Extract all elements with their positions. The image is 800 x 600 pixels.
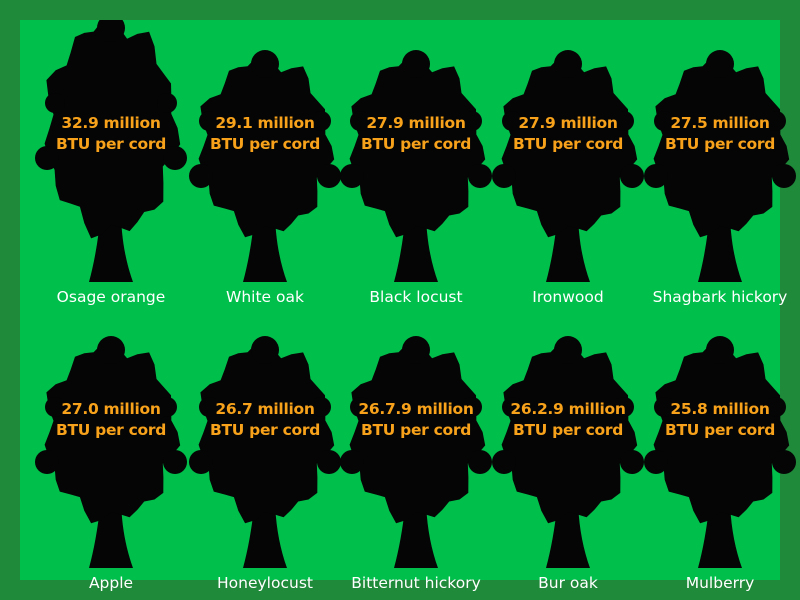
tree-name-label: Mulberry — [685, 574, 755, 592]
chart-panel: 32.9 million BTU per cord Osage orange 29.1… — [20, 20, 796, 592]
tree-item: 27.5 million BTU per cord Shagbark hickory — [644, 20, 796, 306]
btu-unit-text: BTU per cord — [210, 135, 320, 153]
tree-silhouette-icon — [644, 50, 796, 282]
btu-unit-text: BTU per cord — [210, 421, 320, 439]
tree-item: 29.1 million BTU per cord White oak — [189, 20, 341, 306]
btu-value-label: 27.9 million BTU per cord — [340, 113, 492, 155]
btu-value-text: 26.2.9 million — [510, 400, 626, 418]
btu-unit-text: BTU per cord — [56, 135, 166, 153]
btu-value-text: 27.0 million — [61, 400, 161, 418]
btu-value-label: 26.7 million BTU per cord — [189, 399, 341, 441]
tree-silhouette-icon — [492, 336, 644, 568]
tree-name-label: Apple — [88, 574, 134, 592]
tree-name-label: Bitternut hickory — [351, 574, 481, 592]
tree-name-label: Ironwood — [532, 288, 604, 306]
tree-item: 26.2.9 million BTU per cord Bur oak — [492, 306, 644, 592]
tree-silhouette-icon — [340, 50, 492, 282]
btu-value-text: 27.9 million — [366, 114, 466, 132]
tree-item: 25.8 million BTU per cord Mulberry — [644, 306, 796, 592]
tree-item: 27.9 million BTU per cord Black locust — [340, 20, 492, 306]
btu-value-label: 27.0 million BTU per cord — [35, 399, 187, 441]
tree-name-label: Osage orange — [56, 288, 166, 306]
tree-silhouette-icon — [35, 336, 187, 568]
btu-value-text: 27.5 million — [670, 114, 770, 132]
btu-value-text: 25.8 million — [670, 400, 770, 418]
tree-item: 26.7 million BTU per cord Honeylocust — [189, 306, 341, 592]
btu-value-label: 29.1 million BTU per cord — [189, 113, 341, 155]
tree-silhouette-icon — [340, 336, 492, 568]
tree-item: 32.9 million BTU per cord Osage orange — [35, 20, 187, 306]
tree-name-label: Shagbark hickory — [652, 288, 788, 306]
tree-silhouette-icon — [189, 336, 341, 568]
btu-value-label: 26.7.9 million BTU per cord — [340, 399, 492, 441]
tree-name-label: Bur oak — [538, 574, 598, 592]
tree-item: 26.7.9 million BTU per cord Bitternut hick… — [340, 306, 492, 592]
btu-value-text: 27.9 million — [518, 114, 618, 132]
btu-unit-text: BTU per cord — [665, 135, 775, 153]
btu-unit-text: BTU per cord — [361, 421, 471, 439]
btu-value-text: 32.9 million — [61, 114, 161, 132]
btu-value-text: 26.7.9 million — [358, 400, 474, 418]
btu-value-text: 29.1 million — [215, 114, 315, 132]
btu-value-label: 25.8 million BTU per cord — [644, 399, 796, 441]
btu-unit-text: BTU per cord — [56, 421, 166, 439]
btu-value-label: 27.5 million BTU per cord — [644, 113, 796, 155]
tree-silhouette-icon — [189, 50, 341, 282]
tree-name-label: White oak — [226, 288, 304, 306]
btu-unit-text: BTU per cord — [513, 421, 623, 439]
btu-unit-text: BTU per cord — [665, 421, 775, 439]
tree-silhouette-icon — [644, 336, 796, 568]
tree-silhouette-icon — [35, 20, 187, 282]
btu-value-label: 32.9 million BTU per cord — [35, 113, 187, 155]
btu-unit-text: BTU per cord — [361, 135, 471, 153]
btu-value-label: 26.2.9 million BTU per cord — [492, 399, 644, 441]
btu-value-label: 27.9 million BTU per cord — [492, 113, 644, 155]
tree-name-label: Black locust — [369, 288, 463, 306]
tree-item: 27.9 million BTU per cord Ironwood — [492, 20, 644, 306]
btu-value-text: 26.7 million — [215, 400, 315, 418]
tree-silhouette-icon — [492, 50, 644, 282]
tree-item: 27.0 million BTU per cord Apple — [35, 306, 187, 592]
btu-unit-text: BTU per cord — [513, 135, 623, 153]
tree-name-label: Honeylocust — [217, 574, 313, 592]
